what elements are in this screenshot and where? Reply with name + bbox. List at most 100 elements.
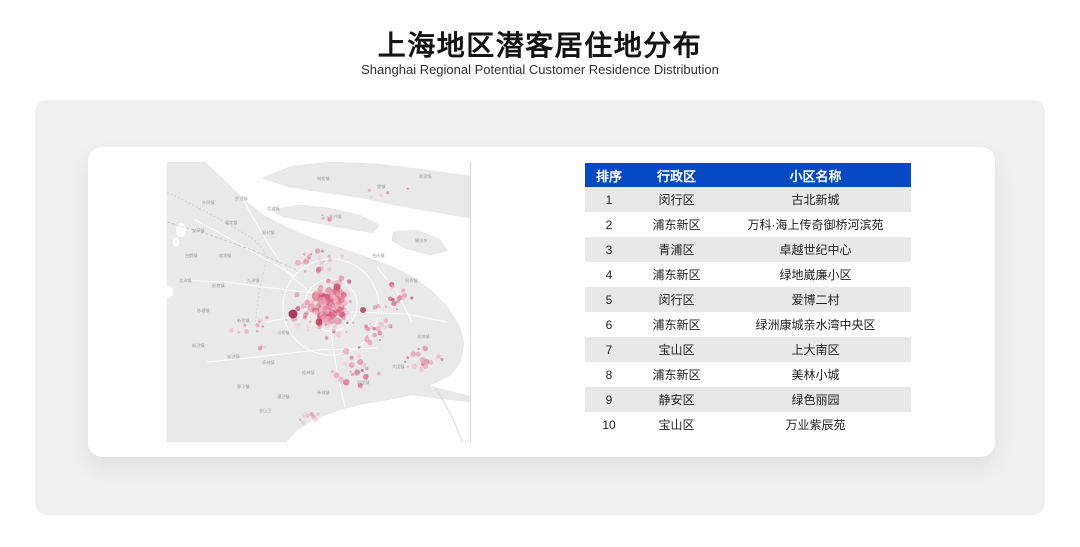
map-dot xyxy=(357,383,363,389)
map-dot xyxy=(387,324,392,328)
table-row: 1 闵行区 古北新城 xyxy=(585,187,911,212)
ranking-table: 排序 行政区 小区名称 1 闵行区 古北新城 2 浦东新区 万科·海上传奇御桥河滨苑 3 青浦区卓… xyxy=(585,163,911,437)
map-dot xyxy=(318,265,324,271)
map-dot xyxy=(307,329,310,332)
map-dot xyxy=(423,364,429,369)
map-dot xyxy=(347,279,352,284)
map-dot xyxy=(304,299,310,306)
map-dot xyxy=(295,306,301,312)
map-dot xyxy=(391,301,397,307)
map-dot xyxy=(257,317,261,320)
map-dot xyxy=(332,324,337,329)
map-hengsha-island xyxy=(391,229,449,256)
table-cell: 上大南区 xyxy=(720,337,911,362)
map-dot xyxy=(255,329,259,333)
map-dot xyxy=(369,322,372,325)
map-dot xyxy=(313,309,319,315)
content-card: 城桥镇 堡镇 陈家镇 长兴镇 横沙乡 外冈镇 罗泾镇 月浦镇 嘉定镇 安亭镇 顾村镇 白鹤镇 南翔镇 金泽… xyxy=(88,147,995,457)
map-dot xyxy=(303,270,307,273)
map-dot xyxy=(313,293,319,300)
table-cell: 浦东新区 xyxy=(652,268,701,282)
map-dot xyxy=(421,362,425,367)
map-dot xyxy=(410,296,414,300)
map-dot xyxy=(311,302,315,305)
map-town-label: 廊下镇 xyxy=(237,383,250,390)
map-dot xyxy=(372,305,378,310)
map-bridge-line xyxy=(434,387,463,442)
table-cell: 万科·海上传奇御桥河滨苑 xyxy=(747,218,884,232)
map-town-label: 长兴镇 xyxy=(329,213,342,220)
map-dot xyxy=(366,327,371,332)
map-dot xyxy=(411,363,418,369)
map-town-label: 顾村镇 xyxy=(262,229,275,236)
map-dot xyxy=(346,311,351,316)
map-dot xyxy=(324,323,327,326)
map-dot xyxy=(285,318,288,321)
map-town-label: 祝桥镇 xyxy=(405,277,418,284)
map-dot xyxy=(315,412,320,417)
map-dot xyxy=(428,359,433,365)
table-row: 6 浦东新区 绿洲康城亲水湾中央区 xyxy=(585,312,911,337)
map-town-label: 罗泾镇 xyxy=(235,195,248,202)
map-dot xyxy=(321,312,327,319)
map-dot xyxy=(333,297,339,303)
map-dot xyxy=(326,318,331,322)
table-cell: 8 xyxy=(605,367,613,382)
map-dot xyxy=(406,356,409,359)
map-dot xyxy=(337,319,343,324)
map-dot xyxy=(328,258,332,263)
table-row: 8 浦东新区 美林小城 xyxy=(585,362,911,387)
map-dot xyxy=(334,370,338,374)
map-dot xyxy=(306,325,310,329)
map-town-label: 白鹤镇 xyxy=(185,252,198,259)
map-dot xyxy=(324,336,329,340)
map-dot xyxy=(382,324,388,330)
table-cell: 4 xyxy=(605,267,613,282)
map-dot xyxy=(375,326,381,332)
map-dot xyxy=(402,298,405,301)
table-row: 3 青浦区 卓越世纪中心 xyxy=(585,237,911,262)
column-header: 小区名称 xyxy=(720,163,911,187)
map-dot xyxy=(336,308,342,314)
map-dots xyxy=(229,187,444,425)
map-dot xyxy=(336,309,340,313)
map-dot xyxy=(301,420,306,425)
map-dot xyxy=(354,370,360,376)
map-town-label: 外冈镇 xyxy=(202,199,215,206)
map-dot xyxy=(341,316,346,321)
table-cell: 10 xyxy=(602,417,616,432)
map-town-label: 大团镇 xyxy=(392,363,405,370)
table-cell: 万业紫辰苑 xyxy=(785,418,846,432)
map-dot xyxy=(336,301,342,307)
map-dot xyxy=(321,214,324,217)
map-dot xyxy=(401,288,406,293)
map-town-label: 漕泾镇 xyxy=(277,393,290,400)
map-dot xyxy=(352,321,355,324)
map-dot xyxy=(317,315,320,318)
map-dot xyxy=(310,253,313,256)
map-dot xyxy=(336,295,339,298)
map-dot xyxy=(370,325,374,329)
map-dot xyxy=(315,269,321,274)
table-cell: 闵行区 xyxy=(633,287,720,312)
table-cell: 绿地崴廉小区 xyxy=(779,268,852,282)
map-boundaries xyxy=(167,191,298,325)
map-dot xyxy=(440,357,444,361)
map-dot xyxy=(327,217,332,222)
table-header-row: 排序 行政区 小区名称 xyxy=(585,163,911,187)
table-cell: 2 xyxy=(605,217,613,232)
table-cell: 3 xyxy=(585,237,633,262)
map-dot xyxy=(343,379,350,386)
map-dot xyxy=(315,304,320,309)
table-cell: 9 xyxy=(585,387,633,412)
map-dot xyxy=(390,302,394,305)
map-dot xyxy=(338,275,345,281)
map-dot xyxy=(334,303,339,308)
map-dot xyxy=(327,309,330,312)
table-cell: 静安区 xyxy=(633,387,720,412)
map-dot xyxy=(313,417,318,422)
map-dot xyxy=(318,284,323,289)
map-town-label: 赵巷镇 xyxy=(212,282,225,289)
map-dot xyxy=(367,340,373,346)
